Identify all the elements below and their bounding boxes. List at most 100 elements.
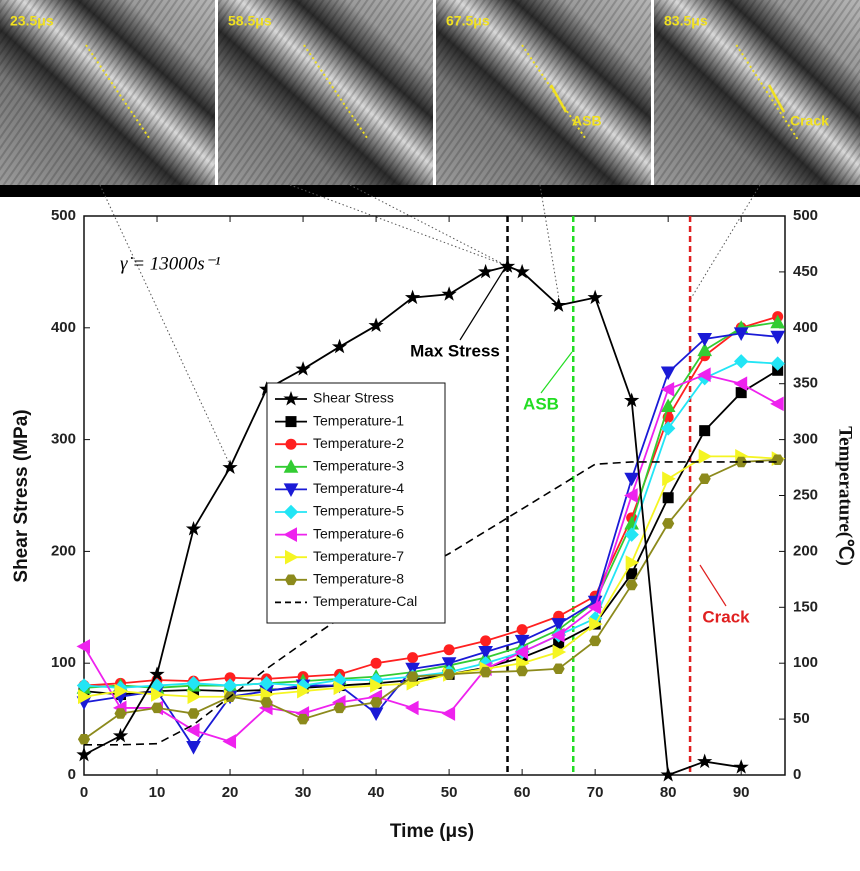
event-arrow	[699, 564, 727, 607]
marker	[770, 314, 786, 329]
marker	[516, 624, 528, 636]
marker	[284, 574, 298, 586]
legend-label: Temperature-7	[313, 548, 404, 564]
event-label: ASB	[523, 394, 559, 413]
legend-label: Shear Stress	[313, 390, 394, 406]
marker	[551, 297, 567, 312]
photo-marker	[735, 44, 800, 141]
marker	[441, 286, 457, 301]
series-line	[83, 265, 742, 777]
marker	[224, 672, 236, 684]
marker	[733, 354, 749, 369]
x-tick-label: 50	[441, 784, 458, 801]
x-tick-label: 60	[514, 784, 531, 801]
marker	[186, 676, 201, 691]
legend-label: Temperature-2	[313, 435, 404, 451]
series-line	[83, 332, 778, 749]
y2-tick-label: 300	[793, 431, 818, 448]
legend-label: Temperature-6	[313, 525, 404, 541]
marker	[735, 387, 747, 399]
series-line	[83, 315, 778, 687]
y2-tick-label: 350	[793, 375, 818, 392]
legend-label: Temperature-8	[313, 571, 404, 587]
marker	[283, 390, 299, 406]
marker	[625, 579, 638, 591]
formula: γ̇ = 13000s⁻¹	[120, 253, 221, 274]
marker	[660, 421, 676, 436]
photo-time-label: 58.5μs	[228, 13, 272, 29]
marker	[624, 527, 639, 542]
marker	[185, 521, 202, 536]
y-tick-label: 100	[51, 654, 76, 671]
event-label: Crack	[702, 607, 750, 626]
marker	[405, 700, 419, 716]
marker	[283, 527, 297, 542]
x-axis-label: Time (μs)	[390, 821, 474, 842]
y2-tick-label: 250	[793, 486, 818, 503]
marker	[697, 367, 711, 383]
marker	[406, 671, 419, 682]
marker	[114, 708, 127, 719]
marker	[499, 258, 516, 273]
y2-tick-label: 100	[793, 654, 818, 671]
marker	[297, 683, 311, 699]
y-tick-label: 0	[68, 766, 76, 783]
marker	[114, 683, 129, 699]
marker	[285, 416, 297, 428]
photo-note: ASB	[572, 113, 602, 129]
marker	[698, 473, 711, 484]
marker	[514, 634, 530, 649]
marker	[296, 713, 310, 725]
marker	[699, 425, 711, 437]
photo-texture	[654, 0, 860, 185]
marker	[660, 398, 676, 413]
x-tick-label: 20	[222, 784, 239, 801]
series-line	[83, 373, 779, 743]
marker	[587, 599, 602, 615]
photo-time-label: 67.5μs	[446, 13, 490, 29]
marker	[333, 702, 346, 714]
photo-time-label: 83.5μs	[664, 13, 708, 29]
photo-texture	[436, 0, 651, 185]
marker	[733, 759, 749, 774]
marker	[333, 680, 348, 696]
marker	[222, 459, 238, 475]
photo-separator	[0, 185, 860, 197]
marker	[697, 342, 713, 357]
marker	[404, 289, 421, 305]
marker	[443, 669, 456, 680]
event-arrow	[540, 351, 573, 394]
y2-tick-label: 500	[793, 207, 818, 224]
marker	[660, 366, 676, 381]
legend-label: Temperature-1	[313, 412, 404, 428]
marker	[285, 549, 299, 565]
marker	[370, 697, 383, 708]
x-tick-label: 10	[149, 784, 166, 801]
photo-time-label: 23.5μs	[10, 13, 54, 29]
y-tick-label: 300	[51, 431, 76, 448]
marker	[405, 662, 420, 677]
marker	[185, 722, 200, 738]
x-tick-label: 40	[368, 784, 385, 801]
marker	[78, 689, 92, 705]
marker	[551, 618, 566, 632]
x-tick-label: 30	[295, 784, 312, 801]
marker	[222, 734, 237, 749]
y2-tick-label: 400	[793, 319, 818, 336]
marker	[149, 666, 165, 681]
x-tick-label: 80	[660, 784, 677, 801]
marker	[553, 637, 565, 649]
marker	[662, 492, 674, 504]
marker	[698, 449, 713, 464]
marker	[625, 555, 640, 570]
x-tick-label: 90	[733, 784, 750, 801]
y2-axis-label: Temperature(℃)	[835, 426, 856, 566]
photo-marker	[303, 44, 370, 141]
marker	[151, 687, 165, 702]
marker	[480, 635, 492, 647]
marker	[187, 708, 200, 719]
marker	[285, 438, 297, 450]
marker	[479, 666, 492, 678]
marker	[112, 727, 129, 743]
